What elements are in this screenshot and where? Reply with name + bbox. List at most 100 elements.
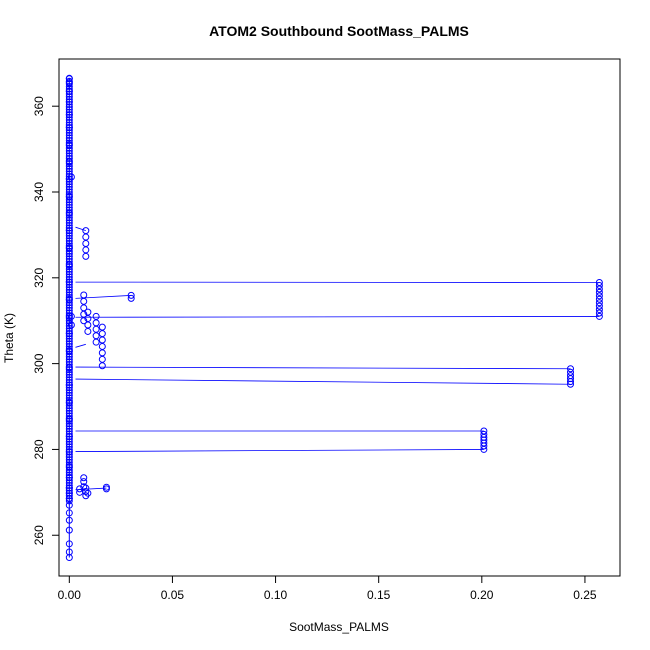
data-point [65, 167, 73, 175]
data-point [82, 233, 90, 241]
data-point [567, 368, 574, 376]
data-point [595, 302, 603, 310]
data-point [65, 342, 73, 350]
data-point [84, 327, 92, 335]
data-point [65, 276, 73, 284]
data-point [65, 340, 73, 348]
data-point [65, 121, 73, 129]
data-point [65, 394, 73, 402]
data-point [65, 371, 73, 379]
data-point [65, 134, 73, 142]
data-point [595, 299, 603, 307]
data-point [92, 319, 100, 327]
data-point [65, 479, 73, 487]
data-point [65, 435, 73, 443]
data-point [98, 349, 106, 357]
data-point [65, 332, 73, 340]
data-point [65, 283, 73, 291]
data-point [65, 445, 73, 453]
data-point [65, 183, 73, 191]
data-point [65, 196, 73, 204]
x-axis-label: SootMass_PALMS [289, 620, 389, 634]
data-point [65, 453, 73, 461]
data-point [65, 111, 73, 119]
data-point [65, 185, 73, 193]
y-tick-label: 320 [32, 267, 46, 287]
data-point [65, 355, 73, 363]
data-point [65, 474, 73, 482]
data-point [65, 209, 73, 217]
data-point [65, 322, 73, 330]
data-point [65, 548, 73, 556]
data-point [65, 304, 73, 312]
data-point [65, 373, 73, 381]
data-point [65, 420, 73, 428]
data-point [65, 363, 73, 371]
data-point [65, 471, 73, 479]
data-point [65, 170, 73, 178]
data-point [65, 162, 73, 170]
data-point [65, 180, 73, 188]
data-point [65, 273, 73, 281]
series-points [65, 74, 603, 562]
data-point [65, 407, 73, 415]
data-point [127, 291, 135, 299]
dense-point-column [65, 75, 73, 505]
data-point [65, 234, 73, 242]
data-point [65, 85, 73, 93]
data-point [65, 131, 73, 139]
data-point [65, 299, 73, 307]
data-point [98, 323, 106, 331]
data-point [65, 258, 73, 266]
data-point [80, 478, 88, 486]
data-point [65, 152, 73, 160]
data-point [65, 286, 73, 294]
data-point [65, 306, 73, 314]
data-point [82, 252, 90, 260]
data-point [595, 282, 603, 290]
data-point [65, 368, 73, 376]
data-point [82, 246, 90, 254]
data-point [65, 440, 73, 448]
data-point [595, 288, 603, 296]
data-point [65, 330, 73, 338]
data-point [65, 255, 73, 263]
data-point [65, 291, 73, 299]
data-point [92, 325, 100, 333]
data-point [65, 77, 73, 85]
y-tick-label: 260 [32, 525, 46, 545]
data-point [65, 250, 73, 258]
y-axis: 260 280 300 320 340 360 [32, 96, 60, 545]
series-line-segment [75, 449, 484, 452]
data-point [65, 425, 73, 433]
data-point [65, 147, 73, 155]
x-tick-label: 0.20 [470, 588, 494, 602]
data-point [65, 173, 73, 181]
data-point [65, 165, 73, 173]
data-point [65, 487, 73, 495]
data-point [65, 260, 73, 268]
data-point [84, 308, 92, 316]
data-point [595, 309, 603, 317]
data-point [595, 295, 603, 303]
data-point [480, 430, 488, 438]
data-point [65, 484, 73, 492]
data-point [65, 309, 73, 317]
data-point [65, 93, 73, 101]
data-point [65, 422, 73, 430]
data-point [65, 188, 73, 196]
data-point [65, 389, 73, 397]
data-point [65, 139, 73, 147]
data-point [65, 492, 73, 500]
data-point [65, 108, 73, 116]
data-point [65, 327, 73, 335]
y-axis-label: Theta (K) [2, 313, 16, 363]
data-point [65, 312, 73, 320]
data-point [65, 451, 73, 459]
data-point [567, 372, 574, 380]
x-tick-label: 0.15 [367, 588, 391, 602]
data-point [65, 263, 73, 271]
data-point [65, 113, 73, 121]
data-point [65, 175, 73, 183]
